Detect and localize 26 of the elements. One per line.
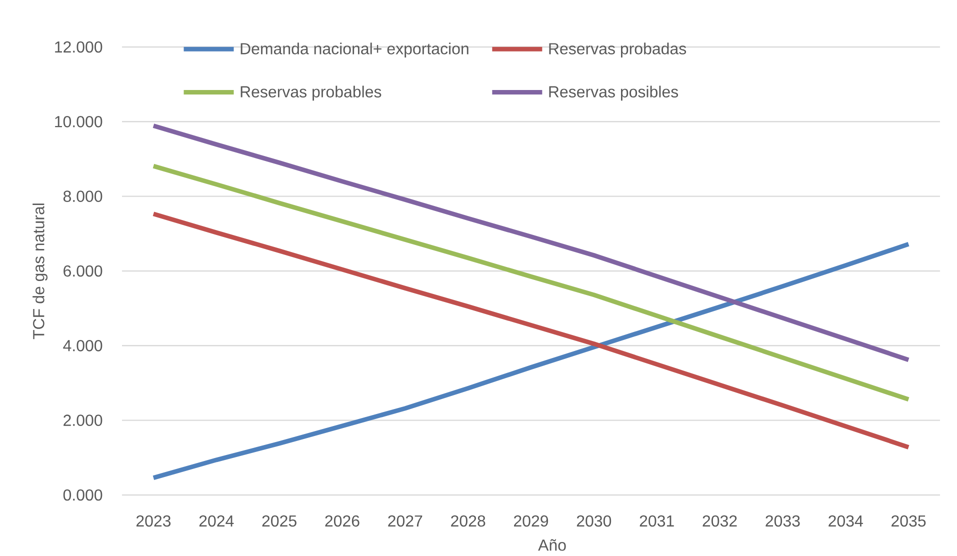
- x-tick-label: 2025: [262, 515, 296, 527]
- x-tick-label: 2033: [766, 515, 800, 527]
- x-tick-label: 2032: [702, 515, 737, 527]
- x-tick-label: 2026: [325, 515, 360, 527]
- y-axis-title: TCF de gas natural: [32, 204, 48, 340]
- y-tick-label: 10.000: [55, 116, 102, 128]
- legend-label: Demanda nacional+ exportacion: [240, 42, 468, 58]
- x-tick-label: 2034: [828, 515, 863, 527]
- x-tick-label: 2027: [388, 515, 422, 527]
- y-tick-label: 6.000: [64, 265, 102, 277]
- y-tick-label: 8.000: [63, 190, 102, 202]
- x-tick-label: 2023: [136, 515, 171, 527]
- y-tick-label: 2.000: [64, 414, 102, 426]
- y-tick-label: 0.000: [63, 489, 102, 501]
- x-tick-label: 2035: [892, 515, 926, 527]
- x-axis-title: Año: [538, 539, 566, 551]
- legend-label: Reservas posibles: [549, 86, 678, 101]
- legend-label: Reservas probadas: [549, 42, 686, 58]
- x-tick-label: 2031: [640, 515, 674, 527]
- legend-label: Reservas probables: [240, 86, 382, 101]
- y-tick-label: 4.000: [63, 340, 102, 352]
- x-tick-label: 2024: [199, 515, 234, 527]
- x-tick-label: 2029: [514, 515, 548, 527]
- x-tick-label: 2028: [451, 515, 486, 527]
- y-tick-label: 12.000: [55, 41, 102, 53]
- x-tick-label: 2030: [576, 515, 612, 527]
